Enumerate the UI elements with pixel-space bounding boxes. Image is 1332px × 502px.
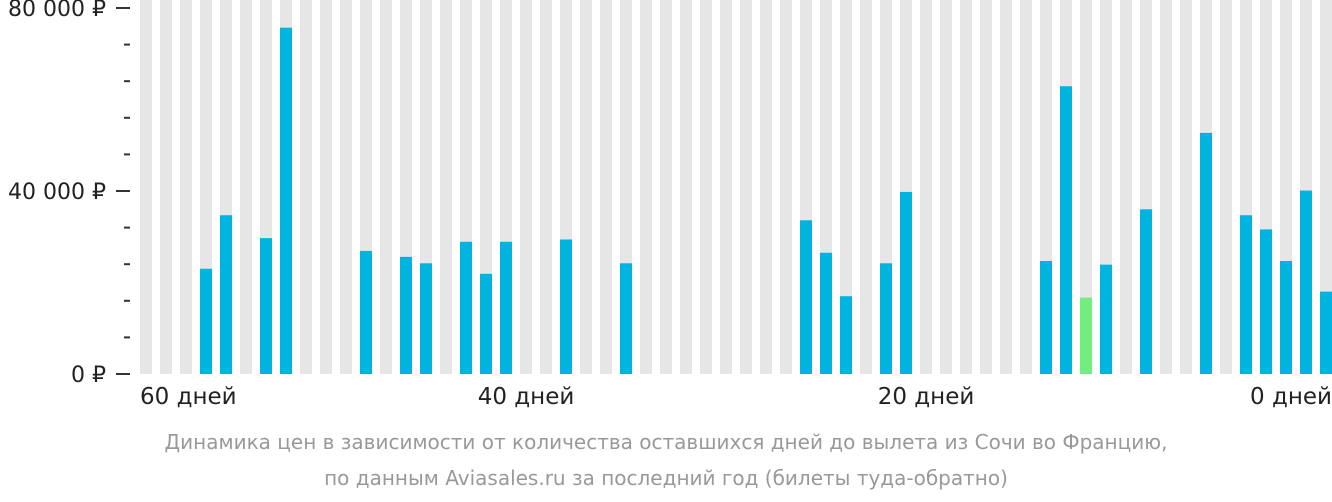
price-bars (200, 27, 1332, 375)
background-stripe (860, 0, 872, 374)
price-bar (1240, 215, 1252, 374)
background-stripe (640, 0, 652, 374)
background-stripe (940, 0, 952, 374)
price-bar (1040, 260, 1052, 374)
background-stripe (380, 0, 392, 374)
bar-lowest-price (1080, 297, 1092, 374)
background-stripe (1180, 0, 1192, 374)
price-bar (1100, 264, 1112, 374)
price-by-days-chart: 0 ₽ 40 000 ₽ 80 000 ₽ 60 дней 40 дней 20 дне… (8, 0, 1332, 410)
price-bar (820, 252, 832, 374)
price-bar (280, 27, 292, 375)
x-tick-label: 20 дней (878, 384, 975, 410)
background-stripe (1160, 0, 1172, 374)
price-bar (1060, 86, 1072, 375)
background-stripe (240, 0, 252, 374)
x-tick-label: 0 дней (1250, 384, 1332, 410)
price-bar (1140, 209, 1152, 374)
background-stripe (1080, 0, 1092, 374)
price-bar (460, 241, 472, 374)
background-stripes (140, 0, 1332, 374)
price-bar (840, 296, 852, 374)
price-bar (1300, 190, 1312, 374)
price-bar (360, 250, 372, 374)
price-bar (260, 238, 272, 374)
y-tick-label: 0 ₽ (71, 363, 106, 388)
price-bar (420, 263, 432, 374)
background-stripe (1000, 0, 1012, 374)
price-bar (620, 263, 632, 374)
price-bar (800, 220, 812, 374)
y-tick-label: 80 000 ₽ (8, 0, 106, 22)
background-stripe (980, 0, 992, 374)
price-bar (1200, 132, 1212, 374)
background-stripe (700, 0, 712, 374)
background-stripe (1220, 0, 1232, 374)
background-stripe (160, 0, 172, 374)
price-bar (200, 268, 212, 374)
background-stripe (960, 0, 972, 374)
background-stripe (540, 0, 552, 374)
background-stripe (680, 0, 692, 374)
price-bar (1320, 291, 1332, 374)
chart-caption-line-1: Динамика цен в зависимости от количества… (164, 430, 1168, 454)
price-bar (1280, 260, 1292, 374)
price-bar (400, 256, 412, 374)
background-stripe (660, 0, 672, 374)
background-stripe (580, 0, 592, 374)
y-tick-label: 40 000 ₽ (8, 180, 106, 205)
background-stripe (300, 0, 312, 374)
price-bar (220, 215, 232, 374)
price-bar (900, 191, 912, 374)
background-stripe (720, 0, 732, 374)
background-stripe (740, 0, 752, 374)
chart-caption-line-2: по данным Aviasales.ru за последний год … (324, 466, 1008, 490)
y-axis: 0 ₽ 40 000 ₽ 80 000 ₽ (8, 0, 130, 388)
background-stripe (520, 0, 532, 374)
background-stripe (1320, 0, 1332, 374)
price-bar (1260, 229, 1272, 374)
background-stripe (760, 0, 772, 374)
background-stripe (1020, 0, 1032, 374)
background-stripe (780, 0, 792, 374)
background-stripe (440, 0, 452, 374)
background-stripe (320, 0, 332, 374)
background-stripe (600, 0, 612, 374)
x-tick-label: 60 дней (140, 384, 237, 410)
background-stripe (180, 0, 192, 374)
background-stripe (840, 0, 852, 374)
background-stripe (920, 0, 932, 374)
background-stripe (140, 0, 152, 374)
price-bar (880, 263, 892, 374)
price-bar (500, 241, 512, 374)
x-tick-label: 40 дней (478, 384, 575, 410)
background-stripe (1120, 0, 1132, 374)
price-bar (560, 239, 572, 374)
x-axis: 60 дней 40 дней 20 дней 0 дней (140, 384, 1332, 410)
price-bar (480, 273, 492, 374)
background-stripe (340, 0, 352, 374)
